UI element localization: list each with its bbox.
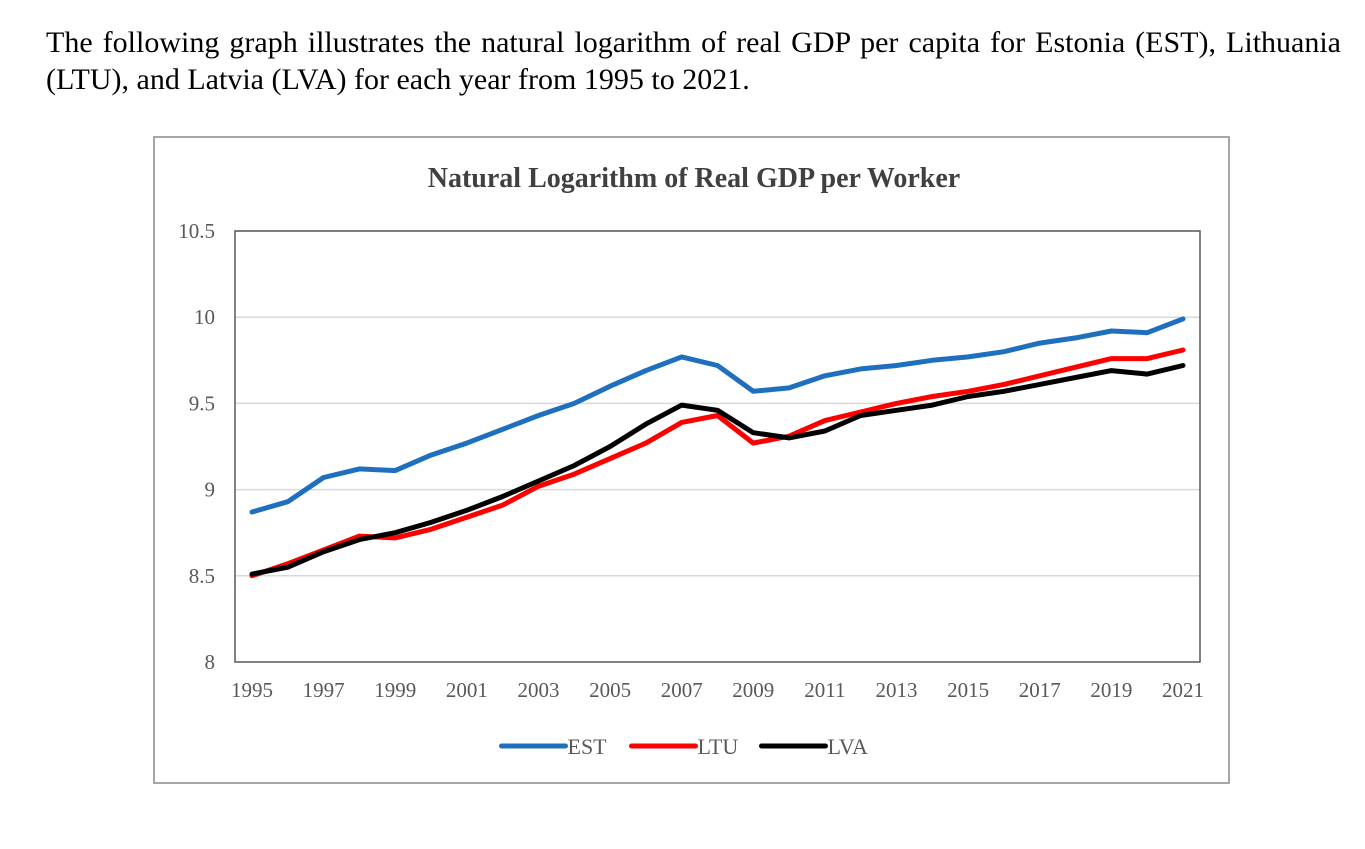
x-tick-label: 1995 [231,678,273,702]
x-tick-label: 1997 [303,678,345,702]
x-tick-label: 2013 [876,678,918,702]
legend-label-ltu: LTU [698,734,739,759]
x-tick-label: 2003 [517,678,559,702]
y-tick-label: 8.5 [189,564,215,588]
series-line-lva [249,363,1186,577]
y-tick-label: 8 [205,650,216,674]
legend-label-est: EST [568,734,608,759]
x-tick-label: 2011 [804,678,845,702]
axes: 8 8.5 9 9.5 10 10.5 1995 1997 1999 2001 2003 2005 20… [178,219,1204,702]
y-tick-label: 9.5 [189,391,215,415]
x-tick-label: 2021 [1162,678,1204,702]
y-tick-label: 9 [205,478,216,502]
y-tick-label: 10.5 [178,219,215,243]
x-tick-label: 2019 [1090,678,1132,702]
legend-label-lva: LVA [828,734,868,759]
plot-area-border [234,230,1201,663]
y-tick-label: 10 [194,305,215,329]
series-line-est [249,316,1186,515]
x-tick-label: 2001 [446,678,488,702]
series-lines [249,316,1186,579]
x-tick-label: 2009 [732,678,774,702]
legend: EST LTU LVA [499,734,868,759]
line-chart: Natural Logarithm of Real GDP per Worker… [178,163,1204,759]
gridlines [235,230,1200,577]
intro-paragraph: The following graph illustrates the natu… [46,26,1341,96]
chart-title: Natural Logarithm of Real GDP per Worker [428,163,960,194]
x-tick-label: 2007 [661,678,703,702]
x-tick-label: 2005 [589,678,631,702]
chart-frame: Natural Logarithm of Real GDP per Worker… [153,136,1230,784]
x-tick-label: 2015 [947,678,989,702]
x-tick-label: 1999 [374,678,416,702]
x-tick-label: 2017 [1019,678,1061,702]
series-line-ltu [249,347,1186,579]
